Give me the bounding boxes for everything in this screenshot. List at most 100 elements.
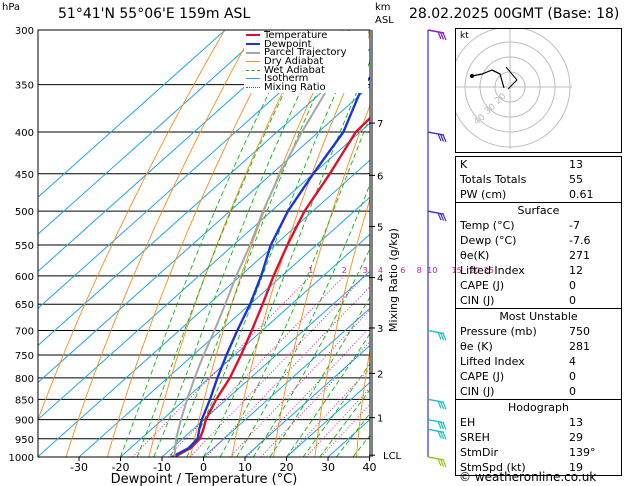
info-label: CIN (J): [460, 385, 495, 398]
x-tick-label: 20: [280, 461, 294, 474]
pressure-tick-label: 650: [15, 300, 34, 311]
pressure-tick-label: 800: [15, 374, 34, 385]
location-title: 51°41'N 55°06'E 159m ASL: [58, 6, 251, 22]
wet-adiabat-line: [269, 296, 370, 457]
wind-barb-flag: [439, 332, 445, 341]
info-value: 750: [569, 325, 590, 338]
height-tick-label: LCL: [383, 451, 402, 462]
pressure-tick-label: 1000: [9, 453, 34, 464]
x-axis-label: Dewpoint / Temperature (°C): [111, 472, 298, 486]
info-value: 281: [569, 340, 590, 353]
dry-adiabat-line: [106, 30, 284, 457]
height-tick-label: 1: [377, 414, 383, 425]
info-row: Lifted Index 12: [456, 263, 621, 278]
legend-swatch: [246, 69, 260, 71]
wind-barb-flag: [437, 430, 442, 439]
wet-adiabat-line: [219, 115, 370, 457]
wind-barb-flag: [439, 431, 445, 440]
mixing-ratio-line: [246, 326, 370, 457]
wind-barb-flag: [437, 458, 442, 467]
info-value: 55: [569, 173, 583, 186]
wet-adiabat-line: [153, 30, 331, 457]
info-label: θe(K): [460, 249, 490, 262]
mixing-ratio-line: [132, 275, 312, 457]
info-label: EH: [460, 416, 476, 429]
dewpoint-profile: [171, 75, 370, 457]
legend: Temperature Dewpoint Parcel Trajectory Dry …: [244, 29, 368, 93]
isotherm-line: [244, 344, 370, 457]
info-value: 4: [569, 355, 576, 368]
legend-label: Wet Adiabat: [264, 64, 325, 76]
wind-barb-flag: [442, 332, 447, 341]
mixing-ratio-label: 3: [363, 266, 368, 275]
wind-barb-flag: [442, 422, 447, 430]
legend-item: Dewpoint: [244, 38, 368, 50]
legend-label: Temperature: [264, 29, 328, 41]
legend-item: Temperature: [244, 29, 368, 41]
wind-barb-flag: [437, 133, 442, 142]
hodograph-unit: kt: [460, 31, 469, 41]
isotherm-line: [203, 307, 370, 457]
wind-barb: [427, 210, 445, 215]
wind-barb: [427, 418, 445, 424]
info-value: -7.6: [569, 234, 591, 247]
isotherm-line: [38, 30, 351, 310]
wind-barb: [427, 398, 445, 404]
info-row: Dewp (°C) -7.6: [456, 233, 621, 248]
height-tick-label: 4: [377, 274, 383, 285]
legend-swatch: [246, 43, 260, 46]
wind-barb: [427, 428, 445, 434]
dry-adiabat-line: [355, 346, 370, 457]
legend-swatch: [246, 34, 260, 37]
pressure-tick-label: 400: [15, 128, 34, 139]
legend-label: Dewpoint: [264, 38, 312, 50]
wet-adiabat-line: [186, 30, 365, 457]
height-tick-label: 6: [377, 171, 383, 182]
pressure-tick-label: 550: [15, 241, 34, 252]
pressure-tick-label: 750: [15, 351, 34, 362]
most-unstable-title: Most Unstable: [499, 310, 578, 323]
mixing-ratio-label: 4: [378, 266, 383, 275]
info-value: 29: [569, 431, 583, 444]
info-label: PW (cm): [460, 188, 507, 201]
isotherm-line: [38, 159, 370, 457]
mixing-ratio-line: [260, 340, 370, 457]
legend-label: Mixing Ratio: [264, 81, 326, 93]
info-label: CIN (J): [460, 294, 495, 307]
info-label: Lifted Index: [460, 264, 525, 277]
info-value: 139°: [569, 446, 596, 459]
mixing-ratio-label: 15: [452, 266, 462, 275]
wind-barb-flag: [442, 431, 447, 440]
isotherm-line: [161, 270, 370, 457]
info-row: CIN (J) 0: [456, 293, 621, 308]
isotherm-line: [120, 233, 370, 457]
height-tick-label: 5: [377, 222, 383, 233]
mixing-ratio-label: 6: [400, 266, 405, 275]
x-tick-label: 30: [321, 461, 335, 474]
mixing-ratio-line: [305, 387, 370, 457]
info-value: 0: [569, 370, 576, 383]
legend-swatch: [246, 78, 260, 80]
legend-item: Dry Adiabat: [244, 56, 368, 66]
pressure-tick-label: 450: [15, 170, 34, 181]
info-value: 0.61: [569, 188, 594, 201]
info-label: K: [460, 158, 468, 171]
info-row: θe(K) 271: [456, 248, 621, 263]
wind-barb-flag: [442, 459, 447, 468]
hodograph-point: [470, 74, 474, 78]
dry-adiabat-line: [148, 30, 314, 457]
wind-barb-flag: [439, 458, 445, 467]
mixing-ratio-line: [229, 309, 370, 457]
info-row: PW (cm) 0.61: [456, 187, 621, 202]
dry-adiabat-line: [65, 30, 255, 457]
dry-adiabat-line: [38, 30, 225, 421]
hodograph-trace: [471, 69, 505, 89]
info-value: 19: [569, 461, 583, 474]
wet-adiabat-line: [252, 247, 370, 457]
mixing-ratio-axis-label: Mixing Ratio (g/kg): [387, 228, 400, 332]
info-label: SREH: [460, 431, 490, 444]
legend-swatch: [246, 51, 260, 54]
wind-barb-flag: [437, 421, 442, 429]
